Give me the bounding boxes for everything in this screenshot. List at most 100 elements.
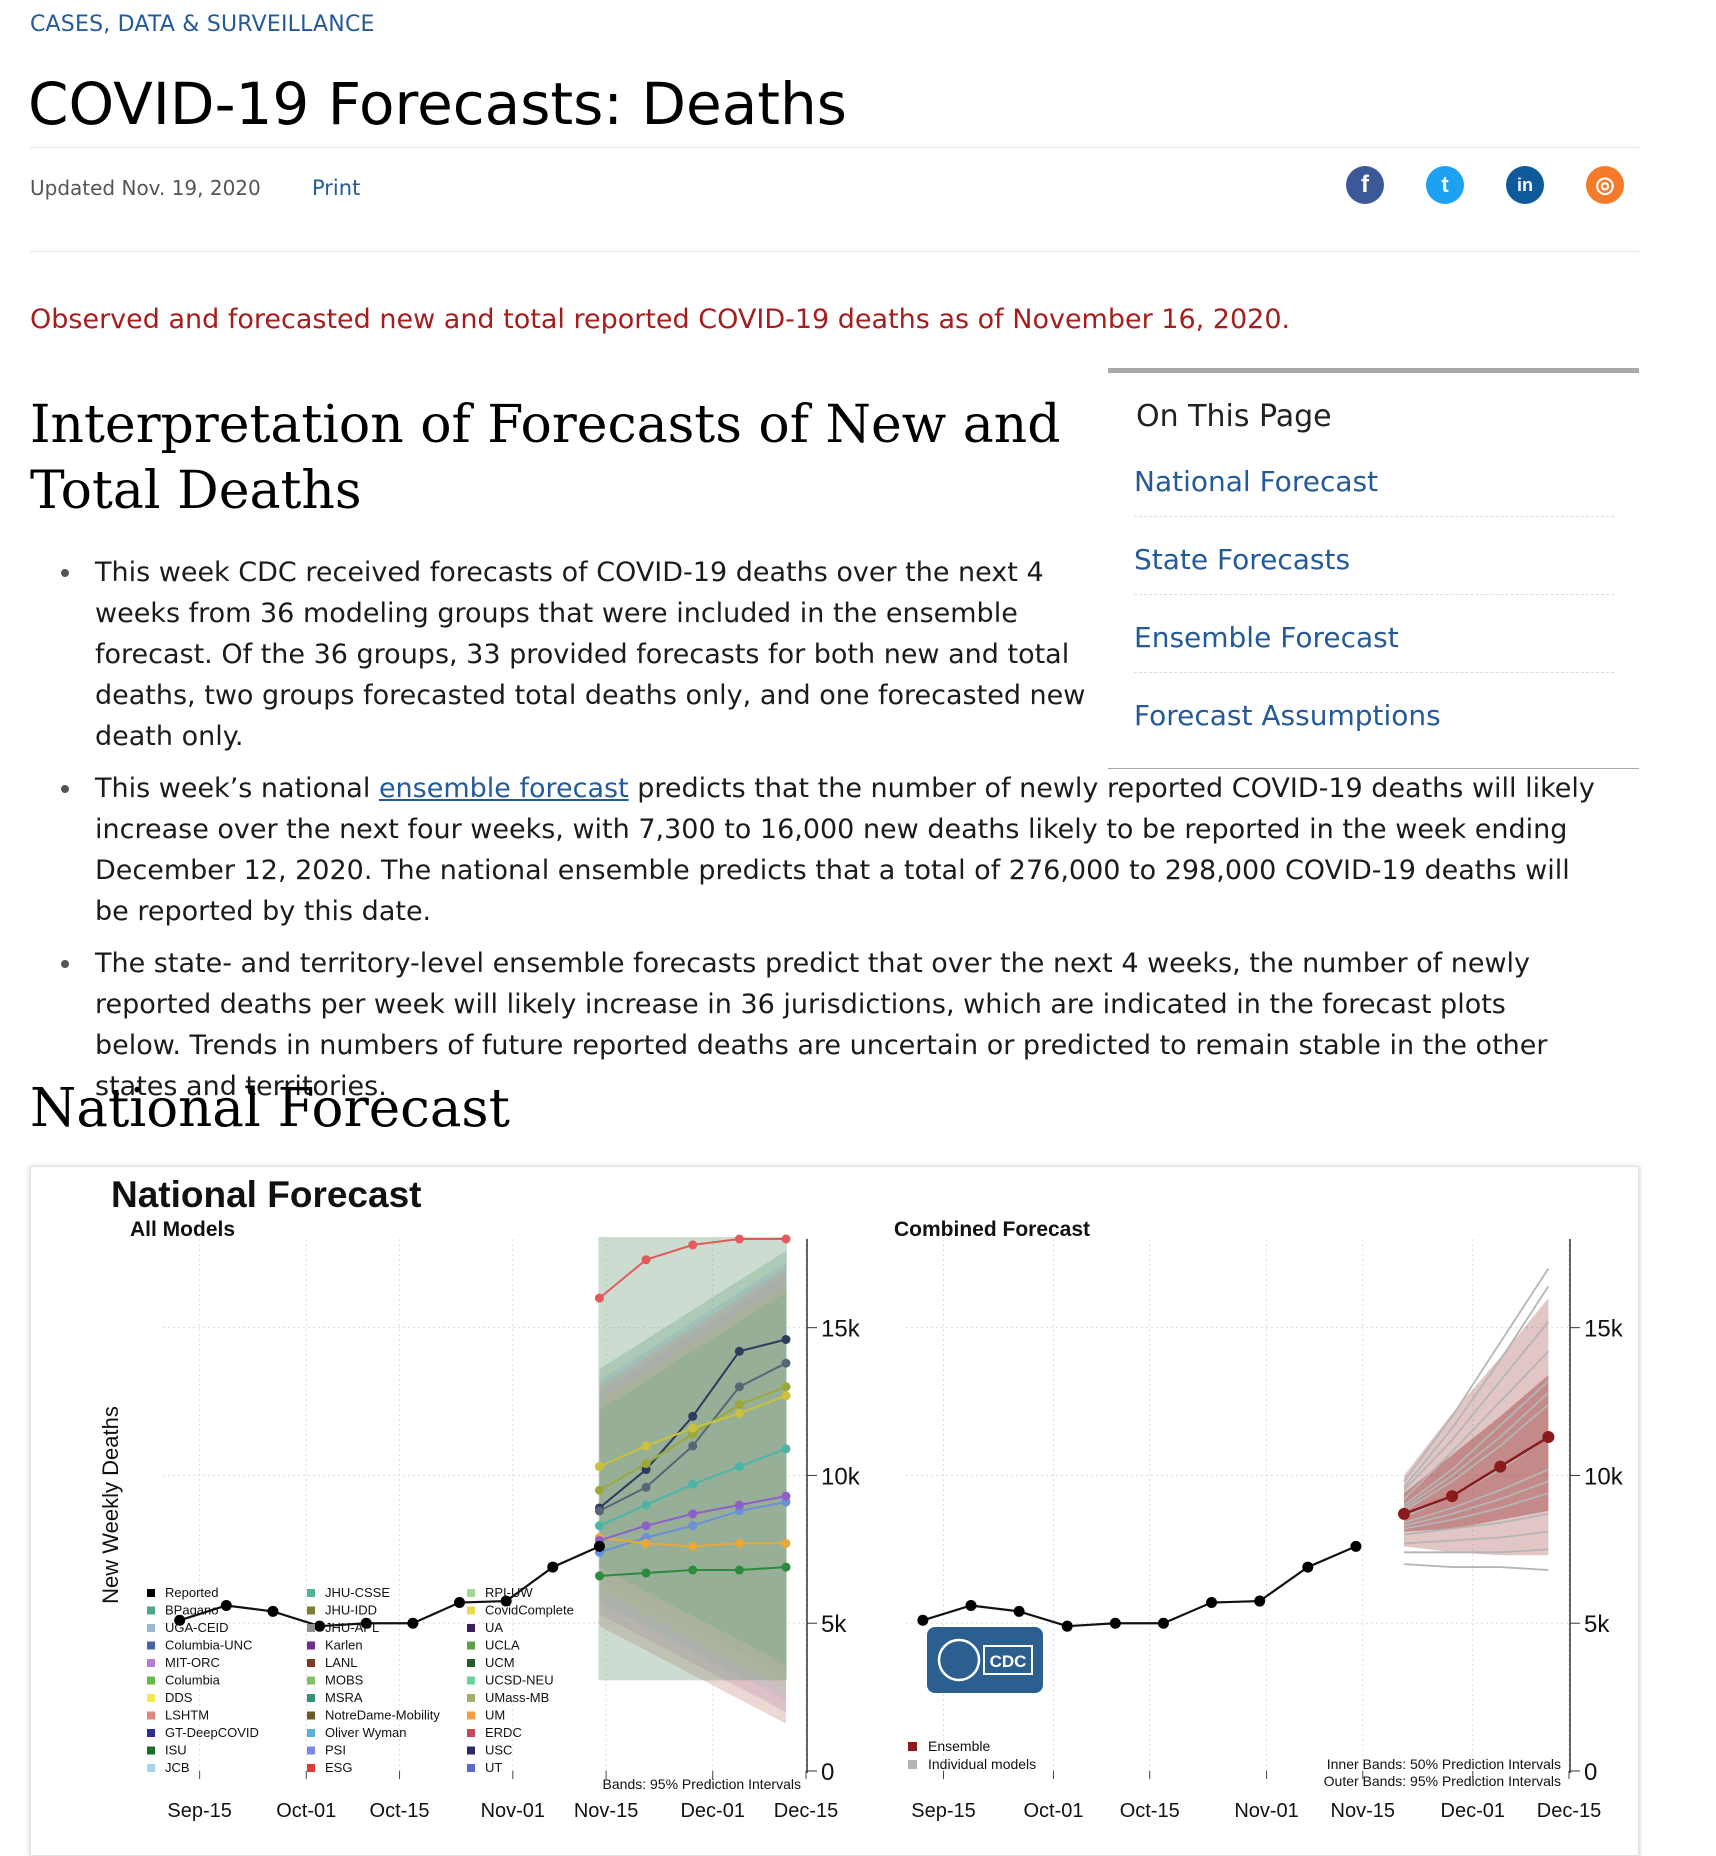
p1-y-tick-label: 10k <box>1584 1463 1624 1490</box>
model-forecast-point <box>688 1565 698 1575</box>
bullet-2-before: This week’s national <box>95 773 379 804</box>
p0-y-tick-label: 5k <box>821 1611 847 1638</box>
legend-label: JCB <box>165 1760 190 1775</box>
legend-label: MOBS <box>325 1673 364 1688</box>
legend-label: UT <box>485 1760 502 1775</box>
interpretation-list: This week CDC received forecasts of COVI… <box>58 552 1598 1118</box>
chart-subtitle: All Models <box>130 1218 235 1241</box>
ensemble-point <box>1398 1507 1411 1520</box>
reported-point <box>593 1540 605 1552</box>
p1-y-tick-label: 0 <box>1584 1759 1597 1786</box>
p0-y-tick-label: 0 <box>821 1759 834 1786</box>
legend-swatch <box>147 1606 155 1615</box>
model-forecast-point <box>734 1462 744 1472</box>
legend-swatch <box>467 1676 475 1685</box>
model-forecast-point <box>688 1441 698 1451</box>
model-forecast-point <box>781 1538 791 1548</box>
legend-swatch <box>467 1624 475 1632</box>
p0-x-tick-label: Sep-15 <box>167 1800 232 1822</box>
combined-legend-swatch <box>908 1760 917 1769</box>
model-forecast-point <box>594 1485 604 1495</box>
combined-reported-point <box>1109 1617 1121 1629</box>
p1-x-tick-label: Nov-01 <box>1234 1800 1298 1822</box>
otp-link-ensemble-forecast[interactable]: Ensemble Forecast <box>1134 621 1614 673</box>
legend-swatch <box>467 1589 475 1597</box>
model-forecast-point <box>641 1568 651 1578</box>
legend-label: Columbia-UNC <box>165 1638 252 1653</box>
model-forecast-point <box>781 1334 791 1344</box>
national-forecast-chart: Sep-15 Oct-01 Oct-15 Nov-01 Nov-15 Dec-01 Dec-… <box>30 1166 1639 1856</box>
individual-model-line <box>1403 1268 1550 1482</box>
p0-x-tick-label: Dec-01 <box>680 1800 744 1822</box>
print-link[interactable]: Print <box>312 176 361 200</box>
reported-point <box>547 1561 559 1573</box>
legend-label: DDS <box>165 1690 193 1705</box>
model-forecast-point <box>641 1255 651 1265</box>
combined-reported-line <box>922 1545 1357 1628</box>
model-forecast-point <box>594 1521 604 1531</box>
legend-swatch <box>467 1711 475 1720</box>
individual-model-line <box>1403 1436 1549 1518</box>
outer-band-note: Outer Bands: 95% Prediction Intervals <box>1324 1773 1561 1789</box>
model-forecast-point <box>594 1506 604 1516</box>
y-axis-label: New Weekly Deaths <box>98 1406 123 1604</box>
legend-label: UCSD-NEU <box>485 1673 554 1688</box>
legend-label: PSI <box>325 1743 346 1758</box>
reported-point <box>360 1617 372 1629</box>
p1-x-tick-label: Dec-15 <box>1537 1800 1601 1822</box>
legend-label: JHU-IDD <box>325 1603 377 1618</box>
legend-label: ISU <box>165 1743 187 1758</box>
legend-swatch <box>307 1641 315 1650</box>
model-forecast-point <box>781 1391 791 1401</box>
model-forecast-point <box>641 1521 651 1531</box>
legend-swatch <box>147 1746 155 1755</box>
list-item: The state- and territory-level ensemble … <box>58 943 1598 1107</box>
facebook-share-button[interactable]: f <box>1346 166 1384 204</box>
legend-label: CovidComplete <box>485 1603 574 1618</box>
breadcrumb[interactable]: CASES, DATA & SURVEILLANCE <box>30 12 375 37</box>
p1-y-tick-label: 5k <box>1584 1611 1610 1638</box>
legend-label: ERDC <box>485 1725 522 1740</box>
legend-label: JHU-APL <box>325 1620 379 1635</box>
twitter-icon: t <box>1441 172 1449 197</box>
twitter-share-button[interactable]: t <box>1426 166 1464 204</box>
otp-link-national-forecast[interactable]: National Forecast <box>1134 465 1614 517</box>
legend-swatch <box>307 1764 315 1772</box>
ensemble-forecast-link[interactable]: ensemble forecast <box>378 773 629 804</box>
chart-canvas: Sep-15 Oct-01 Oct-15 Nov-01 Nov-15 Dec-01 Dec-… <box>98 1174 1624 1822</box>
legend-swatch <box>147 1589 155 1597</box>
legend-label: USC <box>485 1743 512 1758</box>
legend-swatch <box>147 1694 155 1702</box>
model-forecast-point <box>781 1382 791 1392</box>
otp-link-state-forecasts[interactable]: State Forecasts <box>1134 543 1614 595</box>
p1-x-tick-label: Oct-15 <box>1120 1800 1180 1822</box>
linkedin-share-button[interactable]: in <box>1506 166 1544 204</box>
model-forecast-point <box>734 1346 744 1356</box>
on-this-page-box: On This Page National Forecast State For… <box>1108 368 1639 769</box>
model-forecast-point <box>781 1358 791 1368</box>
individual-model-line <box>1403 1480 1549 1527</box>
legend-swatch <box>307 1589 315 1597</box>
individual-model-line <box>1403 1468 1549 1524</box>
model-forecast-point <box>641 1482 651 1492</box>
chart-title: National Forecast <box>111 1174 421 1215</box>
model-forecast-point <box>688 1240 698 1250</box>
legend-label: NotreDame-Mobility <box>325 1708 440 1723</box>
otp-link-forecast-assumptions[interactable]: Forecast Assumptions <box>1134 699 1441 732</box>
model-forecast-point <box>594 1571 604 1581</box>
p1-y-tick-label: 15k <box>1584 1316 1624 1343</box>
combined-legend-swatch <box>908 1742 917 1751</box>
combined-reported-point <box>1302 1561 1314 1573</box>
syndicate-share-button[interactable]: ◎ <box>1586 166 1624 204</box>
header-divider <box>30 251 1639 252</box>
legend-swatch <box>467 1659 475 1667</box>
combined-reported-point <box>965 1599 977 1611</box>
list-item: This week’s national ensemble forecast p… <box>58 768 1598 932</box>
model-forecast-point <box>734 1500 744 1510</box>
legend-swatch <box>147 1641 155 1650</box>
model-forecast-point <box>688 1411 698 1421</box>
individual-model-line <box>1403 1350 1550 1500</box>
updated-date: Updated Nov. 19, 2020 <box>30 176 261 200</box>
individual-model-line <box>1403 1492 1549 1530</box>
forecast-band <box>598 1237 788 1681</box>
